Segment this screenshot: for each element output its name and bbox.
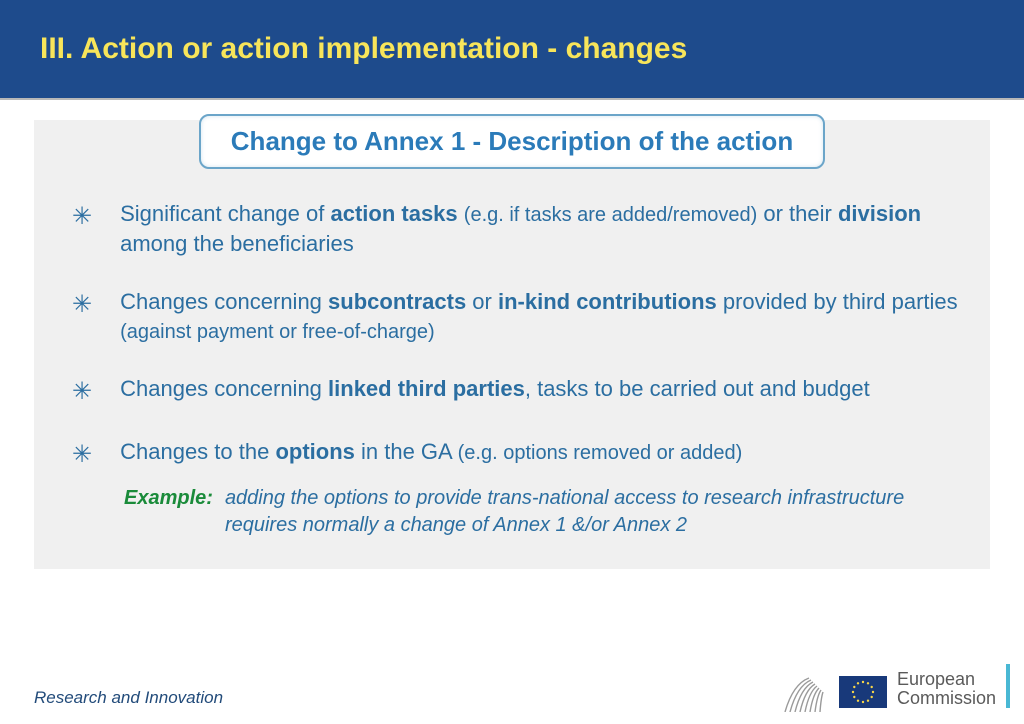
footer-left-text: Research and Innovation — [34, 688, 223, 708]
subtitle-box: Change to Annex 1 - Description of the a… — [199, 114, 825, 169]
content-area: Change to Annex 1 - Description of the a… — [34, 120, 990, 569]
ec-text: European Commission — [897, 670, 996, 708]
ec-line2: Commission — [897, 689, 996, 708]
eu-flag-icon — [839, 676, 887, 708]
list-item: ✳ Changes concerning linked third parties… — [72, 374, 960, 408]
stripes-icon — [783, 672, 835, 712]
slide-title: III. Action or action implementation - c… — [40, 32, 687, 66]
footer: Research and Innovation — [34, 664, 1010, 708]
example-label: Example: — [124, 485, 213, 512]
slide-header: III. Action or action implementation - c… — [0, 0, 1024, 100]
subtitle-text: Change to Annex 1 - Description of the a… — [231, 126, 793, 157]
list-item: ✳ Changes concerning subcontracts or in-k… — [72, 287, 960, 347]
accent-bar — [1006, 664, 1010, 708]
ec-logo: European Commission — [783, 664, 1010, 708]
bullet-marker-icon: ✳ — [72, 289, 92, 321]
list-item: ✳ Significant change of action tasks (e.g… — [72, 199, 960, 259]
bullet-marker-icon: ✳ — [72, 439, 92, 471]
bullet-marker-icon: ✳ — [72, 376, 92, 408]
list-item: ✳ Changes to the options in the GA (e.g. … — [72, 437, 960, 471]
example-row: Example: adding the options to provide t… — [124, 485, 960, 539]
bullet-list: ✳ Significant change of action tasks (e.g… — [64, 199, 960, 471]
list-item-text: Changes to the options in the GA (e.g. o… — [120, 437, 960, 467]
bullet-marker-icon: ✳ — [72, 201, 92, 233]
example-text: adding the options to provide trans-nati… — [225, 485, 960, 539]
list-item-text: Changes concerning subcontracts or in-ki… — [120, 287, 960, 347]
list-item-text: Changes concerning linked third parties,… — [120, 374, 960, 404]
list-item-text: Significant change of action tasks (e.g.… — [120, 199, 960, 259]
ec-line1: European — [897, 670, 996, 689]
